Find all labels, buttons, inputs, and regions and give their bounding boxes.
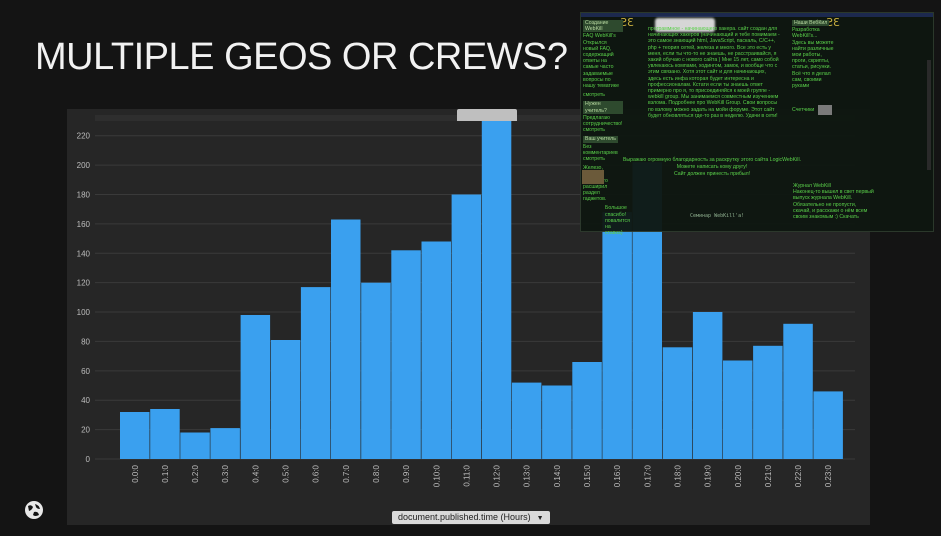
histogram-bar[interactable]	[421, 241, 452, 460]
x-tick-label: 0.18:0	[673, 464, 682, 487]
overlay-main-text: программное - начинающего хакера. сайт с…	[648, 26, 780, 119]
y-tick-label: 220	[77, 132, 91, 141]
logo-icon: ƧƐ	[620, 16, 634, 29]
histogram-bar[interactable]	[210, 428, 240, 459]
y-tick-label: 80	[81, 337, 90, 346]
x-tick-label: 0.7:0	[342, 464, 351, 482]
right-text-2: Здесь вы можете найти различные мои рабо…	[792, 39, 834, 90]
left-text-7: Большое спасибо! повалится на ставка)	[605, 205, 630, 237]
overlay-thumbnail	[582, 170, 604, 184]
x-tick-label: 0.20:0	[734, 464, 743, 487]
y-tick-label: 60	[81, 367, 90, 376]
right-header-1: Наши ВебКил	[792, 20, 830, 27]
x-tick-label: 0.9:0	[402, 464, 411, 482]
x-field-label: document.published.time (Hours)	[398, 512, 531, 522]
y-tick-label: 40	[81, 396, 90, 405]
overlay-counter-image	[818, 105, 832, 115]
center-line-1: Выражаю огромную благодарность за раскру…	[622, 157, 802, 163]
x-tick-label: 0.2:0	[191, 464, 200, 482]
right-text-1: Разработка WebKill's...	[792, 27, 820, 40]
histogram-bar[interactable]	[451, 194, 482, 460]
overlay-center-text: Выражаю огромную благодарность за раскру…	[622, 157, 802, 178]
overlay-journal-block: Журнал WebKill Наконец-то вышел в свет п…	[793, 183, 875, 220]
left-header-1: Создание WebKill	[583, 20, 623, 33]
center-line-2: Можете написать кому другу!	[676, 164, 748, 170]
histogram-bar[interactable]	[391, 250, 421, 459]
x-tick-label: 0.8:0	[372, 464, 381, 482]
x-tick-label: 0.3:0	[221, 464, 230, 482]
x-tick-label: 0.16:0	[613, 464, 622, 487]
y-tick-label: 140	[77, 249, 91, 258]
histogram-bar[interactable]	[270, 340, 301, 459]
x-tick-label: 0.17:0	[643, 464, 652, 487]
y-tick-label: 180	[77, 190, 91, 199]
overlay-title-blurred	[655, 18, 715, 32]
histogram-bar[interactable]	[331, 219, 361, 460]
x-tick-label: 0.13:0	[523, 464, 532, 487]
histogram-bar[interactable]	[240, 315, 271, 459]
histogram-bar[interactable]	[602, 212, 632, 459]
x-tick-label: 0.5:0	[282, 464, 291, 482]
center-line-3: Сайт должен принесть прибыл!	[673, 171, 751, 177]
histogram-bar[interactable]	[692, 312, 723, 459]
x-field-selector[interactable]: document.published.time (Hours) ▼	[392, 511, 550, 524]
left-text-3: Предлагаю сотрудничество! смотреть	[583, 114, 623, 134]
histogram-bar[interactable]	[481, 121, 512, 459]
globe-icon	[25, 501, 43, 519]
left-text-2: Открылся новый FAQ, содержащий ответы на…	[583, 39, 619, 90]
y-tick-label: 120	[77, 279, 91, 288]
x-tick-label: 0.21:0	[764, 464, 773, 487]
histogram-bar[interactable]	[813, 391, 843, 459]
histogram-bar[interactable]	[783, 323, 813, 459]
overlay-right-column: Наши ВебКил Разработка WebKill's... Здес…	[792, 20, 838, 116]
overlay-code-line: Семинар WebKill'а!	[690, 213, 745, 219]
x-tick-label: 0.10:0	[432, 464, 441, 487]
right-text-4: Журнал WebKill	[793, 183, 831, 189]
x-tick-label: 0.23:0	[824, 464, 833, 487]
logo-icon: ƧƐ	[826, 16, 840, 29]
histogram-bar[interactable]	[150, 409, 180, 459]
histogram-bar[interactable]	[300, 287, 331, 459]
histogram-bar[interactable]	[753, 345, 783, 459]
website-screenshot-overlay	[580, 12, 934, 232]
overlay-top-bar	[581, 13, 933, 17]
x-tick-label: 0.19:0	[704, 464, 713, 487]
histogram-bar[interactable]	[572, 362, 602, 459]
right-text-3: Счетчики	[792, 107, 815, 114]
histogram-bar[interactable]	[120, 412, 150, 459]
y-tick-label: 20	[81, 426, 90, 435]
x-tick-label: 0.0:0	[131, 464, 140, 482]
x-tick-label: 0.1:0	[161, 464, 170, 482]
y-tick-label: 0	[86, 455, 91, 464]
histogram-bar[interactable]	[511, 382, 542, 459]
overlay-left-column: Создание WebKill FAQ WebKill's Открылся …	[583, 20, 630, 237]
left-text-4: Без комментариев смотреть	[583, 143, 618, 163]
x-tick-label: 0.15:0	[583, 464, 592, 487]
x-tick-label: 0.12:0	[493, 464, 502, 487]
histogram-bar[interactable]	[723, 360, 753, 460]
histogram-bar[interactable]	[361, 282, 391, 459]
y-tick-label: 100	[77, 308, 91, 317]
x-tick-label: 0.6:0	[312, 464, 321, 482]
left-text-1: FAQ WebKill's	[583, 33, 616, 40]
histogram-bar[interactable]	[180, 432, 210, 460]
left-header-3: Ваш учитель	[583, 136, 618, 143]
x-tick-label: 0.14:0	[553, 464, 562, 487]
slide-title: MULTIPLE GEOS OR CREWS?	[35, 36, 568, 78]
y-tick-label: 160	[77, 220, 91, 229]
left-link-1[interactable]: смотреть	[583, 92, 605, 99]
chevron-down-icon: ▼	[536, 515, 544, 522]
y-tick-label: 200	[77, 161, 91, 170]
x-tick-label: 0.22:0	[794, 464, 803, 487]
right-text-5: Наконец-то вышел в свет первый выпуск жу…	[793, 189, 874, 221]
histogram-bar[interactable]	[542, 385, 572, 460]
overlay-scrollbar	[927, 60, 931, 170]
left-header-2: Нужен учитель?	[583, 101, 623, 114]
x-tick-label: 0.4:0	[251, 464, 260, 482]
histogram-bar[interactable]	[662, 347, 693, 459]
x-tick-label: 0.11:0	[462, 464, 471, 486]
